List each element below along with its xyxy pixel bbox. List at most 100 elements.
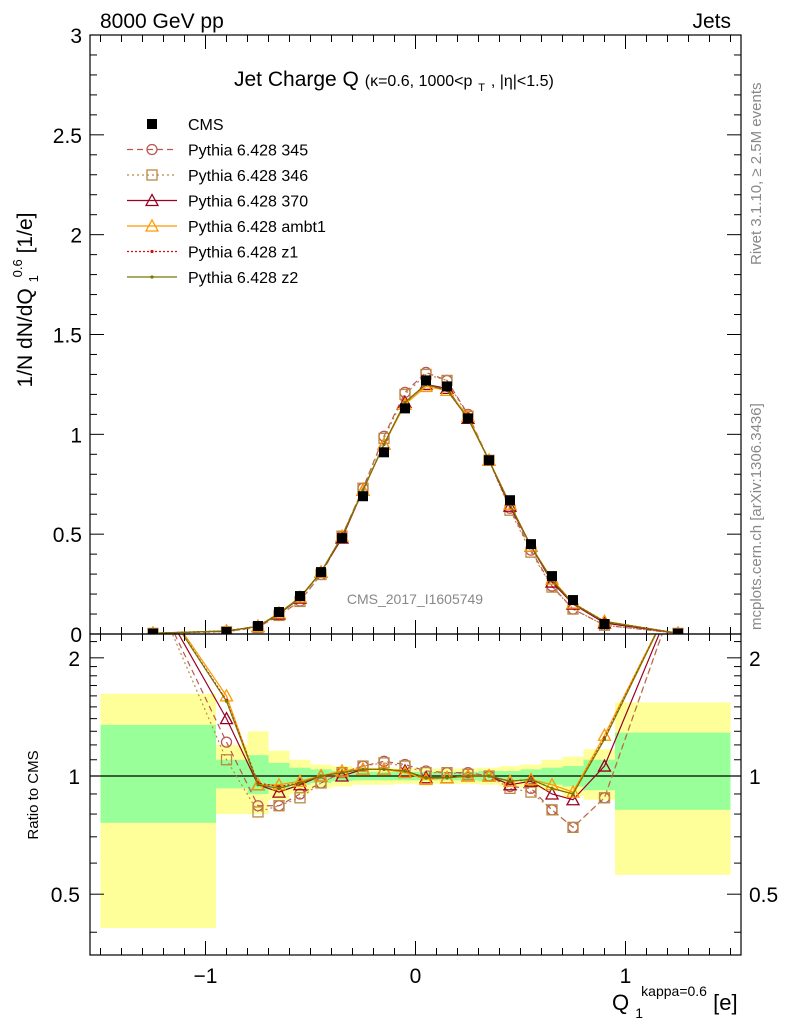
- legend-marker: [146, 169, 158, 181]
- ratio-series-marker: [502, 777, 518, 791]
- ratio-series-marker: [224, 699, 229, 703]
- cms-data-point: [442, 381, 452, 392]
- ratio-series-marker: [523, 772, 539, 786]
- ratio-y-tick-label: 0.5: [51, 884, 80, 907]
- legend-marker: [144, 193, 160, 207]
- cms-data-point: [547, 571, 557, 582]
- cms-data-point: [421, 375, 431, 386]
- ratio-green-band: [615, 732, 731, 810]
- cms-data-point: [526, 539, 536, 550]
- legend-marker: [150, 249, 154, 254]
- main-y-tick-label: 1.5: [53, 325, 82, 348]
- header-right: Jets: [692, 10, 731, 33]
- cms-data-point: [484, 455, 494, 466]
- main-series-marker: [382, 442, 386, 446]
- legend-item: Pythia 6.428 370: [127, 193, 308, 211]
- ratio-series-marker: [571, 792, 575, 796]
- ratio-series-marker: [250, 777, 266, 791]
- ratio-series-marker: [340, 771, 344, 775]
- rivet-version-label: Rivet 3.1.10, ≥ 2.5M events: [748, 83, 765, 266]
- legend-marker: [150, 275, 154, 279]
- ratio-series-marker: [357, 760, 369, 772]
- ratio-series-marker: [445, 776, 449, 780]
- ratio-series-marker: [508, 779, 512, 783]
- x-tick-label: 0: [410, 965, 422, 988]
- cms-data-point: [463, 413, 473, 424]
- ratio-plot: 0.5 0.5 1 1 2 2 −1 0 1: [51, 633, 778, 988]
- legend-label: Pythia 6.428 z1: [188, 245, 298, 262]
- ratio-series-marker: [525, 786, 537, 798]
- plot-title: Jet Charge Q (κ=0.6, 1000<p T , |η|<1.5): [234, 68, 554, 96]
- main-y-label-sub: 1: [26, 275, 41, 282]
- cms-data-point: [221, 627, 232, 634]
- legend-marker: [146, 143, 158, 156]
- cms-data-point: [295, 591, 305, 602]
- main-plot: 0 0.5 1 1.5 2 2.5 3: [53, 25, 742, 647]
- plot-title-suffix: (κ=0.6, 1000<p: [365, 73, 473, 90]
- ratio-plot-frame: [89, 633, 742, 956]
- ratio-series-line: [171, 634, 663, 829]
- legend-marker: [147, 119, 157, 129]
- main-series-marker: [418, 379, 434, 393]
- ratio-series-marker: [403, 769, 407, 773]
- ratio-series-marker: [529, 777, 533, 782]
- x-label-unit: [e]: [713, 990, 737, 1015]
- x-tick-label: 1: [620, 965, 632, 988]
- ratio-series-marker: [298, 781, 302, 785]
- ratio-series-marker: [544, 786, 560, 800]
- header-left: 8000 GeV pp: [100, 10, 224, 33]
- ratio-series-marker: [256, 783, 260, 787]
- ratio-series-marker: [546, 804, 558, 816]
- main-y-tick-label: 0.5: [53, 524, 82, 547]
- ratio-series-marker: [565, 792, 581, 806]
- plot-title-tail: , |η|<1.5): [491, 73, 554, 90]
- ratio-series-marker: [550, 786, 554, 790]
- ratio-series-marker: [466, 774, 470, 778]
- ratio-y-tick-label-right: 2: [749, 648, 761, 671]
- ratio-series-marker: [424, 776, 428, 780]
- ratio-series-marker: [567, 821, 579, 833]
- ratio-series-marker: [315, 777, 327, 789]
- ratio-y-tick-label-right: 0.5: [749, 884, 778, 907]
- ratio-series-marker: [219, 711, 234, 725]
- cms-data-point: [568, 595, 578, 606]
- ratio-y-tick-label: 2: [68, 648, 80, 671]
- main-series-marker: [361, 488, 365, 492]
- cms-data-point: [337, 533, 347, 544]
- cms-data-point: [316, 567, 326, 578]
- ratio-y-axis-label: Ratio to CMS: [25, 750, 42, 839]
- ratio-series-marker: [252, 800, 264, 812]
- ratio-series-marker: [565, 784, 581, 798]
- ratio-series-marker: [487, 774, 491, 778]
- legend-label: Pythia 6.428 370: [188, 194, 308, 211]
- legend: CMS Pythia 6.428 345 Pythia 6.428 346 Pythi…: [127, 117, 326, 287]
- ratio-y-tick-label-right: 1: [749, 766, 761, 789]
- ratio-series-marker: [292, 773, 308, 787]
- legend-label: Pythia 6.428 z2: [188, 270, 298, 287]
- main-series-marker: [502, 498, 518, 512]
- cms-data-point: [599, 619, 610, 630]
- cms-data-point: [274, 607, 284, 618]
- cms-data-point: [253, 621, 263, 632]
- ratio-green-band: [100, 724, 216, 823]
- main-y-tick-label: 2: [70, 225, 82, 248]
- ratio-series-marker: [382, 767, 386, 771]
- cms-data-point: [673, 628, 683, 634]
- main-y-tick-label: 3: [70, 25, 82, 48]
- ratio-series-marker: [418, 772, 434, 786]
- ratio-series-marker: [252, 806, 264, 818]
- legend-item: Pythia 6.428 346: [127, 168, 308, 185]
- main-y-label-text: 1/N dN/dQ: [14, 288, 37, 387]
- legend-label: Pythia 6.428 345: [188, 143, 308, 160]
- mcplots-label: mcplots.cern.ch [arXiv:1306.3436]: [748, 403, 765, 630]
- ratio-series-marker: [220, 754, 233, 766]
- legend-item: Pythia 6.428 ambt1: [127, 218, 326, 236]
- legend-label: CMS: [188, 117, 224, 134]
- x-tick-label: −1: [194, 965, 218, 988]
- cms-data-point: [400, 403, 410, 414]
- ratio-series-marker: [361, 767, 365, 771]
- ratio-series-marker: [319, 774, 323, 778]
- analysis-watermark: CMS_2017_I1605749: [347, 591, 483, 607]
- ratio-series-marker: [546, 804, 558, 816]
